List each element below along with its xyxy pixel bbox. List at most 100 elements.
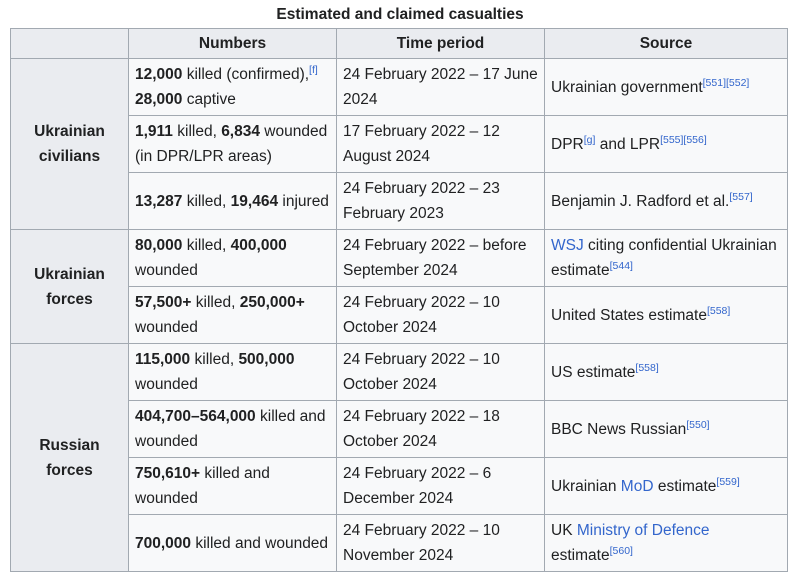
citation-link[interactable]: [557] — [729, 190, 753, 203]
source-cell: Ukrainian government[551][552] — [544, 58, 788, 116]
source-cell: US estimate[558] — [544, 343, 788, 401]
numbers-cell: 115,000 killed, 500,000 wounded — [128, 343, 337, 401]
source-cell: Benjamin J. Radford et al.[557] — [544, 172, 788, 230]
table-row: 750,610+ killed and wounded 24 February … — [11, 457, 788, 515]
numbers-header: Numbers — [128, 28, 337, 59]
table-row: Russian forces 115,000 killed, 500,000 w… — [10, 343, 788, 572]
footnote-link[interactable]: [g] — [583, 133, 596, 146]
footnote-link[interactable]: [f] — [309, 64, 318, 76]
number-text: wounded — [135, 262, 198, 279]
number-text: killed, — [172, 123, 222, 140]
group-ukrainian-civilians: Ukrainian civilians — [10, 58, 129, 230]
group-ukrainian-forces: Ukrainian forces — [10, 229, 129, 344]
table-row: 1,911 killed, 6,834 wounded (in DPR/LPR … — [11, 115, 788, 173]
time-period-cell: 24 February 2022 – 10 October 2024 — [336, 286, 545, 344]
number-text: killed, — [191, 294, 240, 311]
time-period-cell: 24 February 2022 – 23 February 2023 — [336, 172, 545, 230]
time-period-cell: 24 February 2022 – 10 November 2024 — [336, 514, 545, 572]
number-value: 400,000 — [230, 237, 287, 254]
numbers-cell: 1,911 killed, 6,834 wounded (in DPR/LPR … — [128, 115, 337, 173]
citation-link[interactable]: [559] — [716, 475, 740, 488]
time-period-cell: 24 February 2022 – 18 October 2024 — [336, 400, 545, 458]
numbers-cell: 12,000 killed (confirmed),[f] 28,000 capt… — [128, 58, 337, 116]
number-text: killed, — [182, 192, 231, 210]
numbers-cell: 700,000 killed and wounded — [128, 514, 337, 572]
source-text: Ukrainian government — [551, 78, 703, 96]
citation-link[interactable]: [558] — [706, 304, 731, 317]
number-text: captive — [182, 91, 236, 108]
citation-link[interactable]: [558] — [635, 361, 659, 374]
number-value: 12,000 — [135, 66, 183, 83]
citation-link[interactable]: [560] — [609, 545, 633, 557]
number-value: 250,000+ — [239, 294, 305, 311]
number-value: 28,000 — [135, 91, 183, 108]
number-text: wounded — [135, 319, 198, 336]
source-cell: DPR[g] and LPR[555][556] — [544, 115, 788, 173]
corner-header — [10, 28, 129, 59]
time-period-cell: 24 February 2022 – 6 December 2024 — [336, 457, 545, 515]
table-row: Ukrainian civilians 12,000 killed (confi… — [10, 58, 788, 230]
citation-link[interactable]: [544] — [609, 260, 633, 272]
number-value: 500,000 — [238, 351, 295, 368]
number-text: injured — [278, 192, 329, 210]
table-row: 404,700–564,000 killed and wounded 24 Fe… — [11, 400, 788, 458]
time-period-header: Time period — [336, 28, 545, 59]
source-text: US estimate — [551, 363, 636, 381]
source-cell: Ukrainian MoD estimate[559] — [544, 457, 788, 515]
source-text: Benjamin J. Radford et al. — [551, 192, 730, 210]
source-cell: WSJ citing confidential Ukrainian estima… — [544, 229, 788, 287]
time-period-cell: 24 February 2022 – before September 2024 — [336, 229, 545, 287]
table-row: 13,287 killed, 19,464 injured 24 Februar… — [11, 172, 788, 230]
table-caption: Estimated and claimed casualties — [276, 6, 524, 23]
source-header: Source — [544, 28, 788, 59]
number-text: wounded (in DPR/LPR areas) — [135, 123, 328, 165]
source-text: estimate — [653, 477, 717, 495]
source-text: DPR — [551, 135, 584, 153]
table-row: 700,000 killed and wounded 24 February 2… — [11, 514, 788, 572]
source-cell: United States estimate[558] — [544, 286, 788, 344]
source-text: estimate — [551, 547, 610, 564]
number-text: killed, — [190, 351, 239, 368]
number-text: killed, — [182, 237, 231, 254]
number-value: 750,610+ — [135, 465, 201, 482]
number-text: wounded — [135, 376, 198, 393]
source-text: United States estimate — [551, 306, 707, 324]
number-text: killed and wounded — [135, 465, 270, 507]
numbers-cell: 404,700–564,000 killed and wounded — [128, 400, 337, 458]
ministry-of-defence-link[interactable]: Ministry of Defence — [576, 522, 710, 539]
source-cell: UK Ministry of Defence estimate[560] — [544, 514, 788, 572]
number-text: killed and wounded — [191, 534, 329, 552]
number-value: 115,000 — [135, 351, 191, 368]
number-value: 6,834 — [221, 123, 260, 140]
table-row: Ukrainian forces 80,000 killed, 400,000 … — [10, 229, 788, 344]
header-row: Numbers Time period Source — [10, 28, 788, 59]
source-text: and LPR — [595, 135, 661, 153]
numbers-cell: 80,000 killed, 400,000 wounded — [128, 229, 337, 287]
numbers-cell: 13,287 killed, 19,464 injured — [128, 172, 337, 230]
source-text: BBC News Russian — [551, 420, 687, 438]
table-row: 57,500+ killed, 250,000+ wounded 24 Febr… — [11, 286, 788, 344]
group-russian-forces: Russian forces — [10, 343, 129, 572]
number-value: 13,287 — [135, 192, 183, 210]
citation-link[interactable]: [551][552] — [702, 76, 750, 89]
citation-link[interactable]: [550] — [686, 418, 710, 431]
number-value: 1,911 — [135, 123, 173, 140]
numbers-cell: 750,610+ killed and wounded — [128, 457, 337, 515]
citation-link[interactable]: [555][556] — [660, 133, 707, 146]
numbers-cell: 57,500+ killed, 250,000+ wounded — [128, 286, 337, 344]
casualties-table: Numbers Time period Source Ukrainian civ… — [10, 28, 788, 572]
time-period-cell: 24 February 2022 – 17 June 2024 — [336, 58, 545, 116]
number-value: 57,500+ — [135, 294, 192, 311]
number-text: killed (confirmed), — [182, 66, 310, 83]
source-text: UK — [551, 522, 577, 539]
time-period-cell: 24 February 2022 – 10 October 2024 — [336, 343, 545, 401]
wsj-link[interactable]: WSJ — [551, 237, 584, 254]
number-value: 700,000 — [135, 534, 192, 552]
source-text: citing confidential Ukrainian estimate — [551, 237, 777, 279]
mod-link[interactable]: MoD — [620, 477, 654, 495]
number-value: 19,464 — [230, 192, 279, 210]
number-value: 80,000 — [135, 237, 183, 254]
source-text: Ukrainian — [551, 477, 621, 495]
number-value: 404,700–564,000 — [135, 408, 256, 425]
number-text: killed and wounded — [135, 408, 326, 450]
